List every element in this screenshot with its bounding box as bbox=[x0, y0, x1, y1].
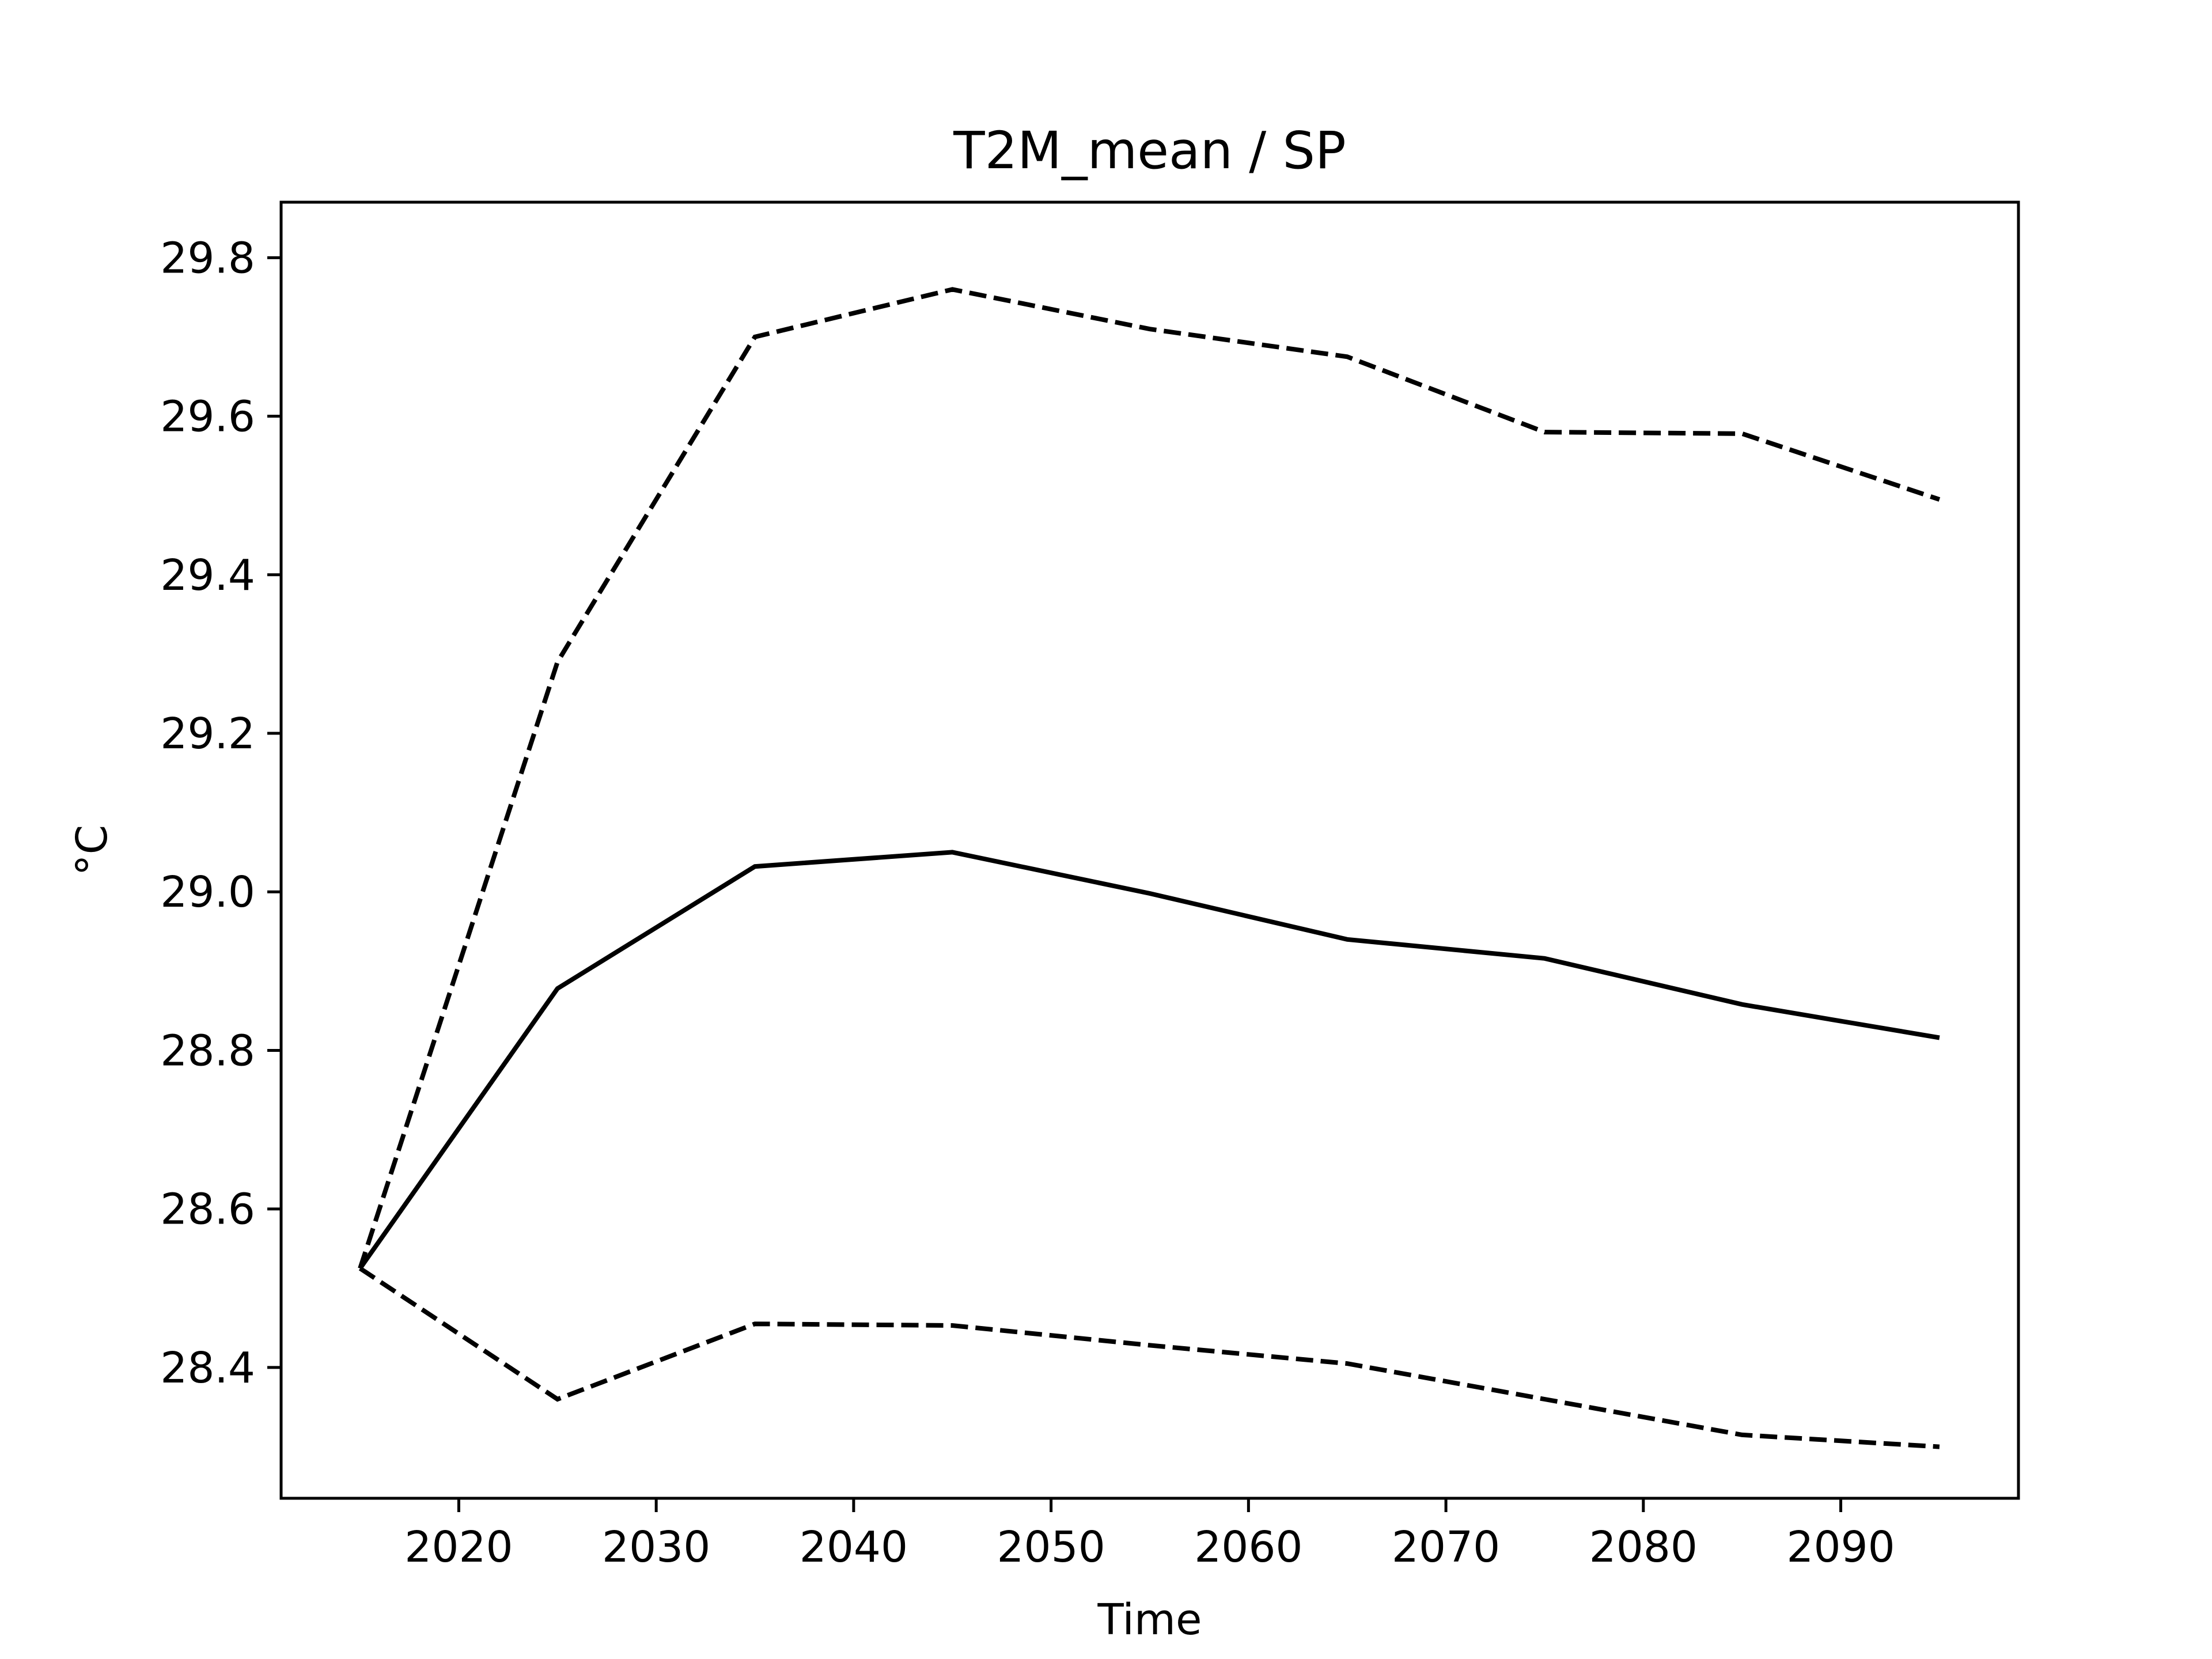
series-layer bbox=[358, 287, 1941, 1449]
x-tick-label: 2060 bbox=[1194, 1522, 1302, 1572]
y-tick-label: 29.2 bbox=[160, 709, 255, 759]
lower-bound-line bbox=[358, 1266, 1940, 1449]
x-tick-label: 2050 bbox=[997, 1522, 1105, 1572]
mean-line bbox=[358, 850, 1940, 1270]
y-tick-label: 28.4 bbox=[160, 1343, 255, 1393]
x-axis-label: Time bbox=[1097, 1595, 1202, 1645]
chart-title: T2M_mean / SP bbox=[953, 120, 1346, 180]
x-tick-label: 2090 bbox=[1786, 1522, 1895, 1572]
x-tick-label: 2080 bbox=[1589, 1522, 1698, 1572]
x-axis-ticks: 2020 2030 2040 2050 2060 2070 2080 2090 bbox=[404, 1498, 1895, 1572]
y-tick-label: 28.8 bbox=[160, 1026, 255, 1075]
plot-frame bbox=[279, 200, 2020, 1500]
x-tick-label: 2040 bbox=[800, 1522, 908, 1572]
y-tick-label: 28.6 bbox=[160, 1185, 255, 1234]
x-tick-label: 2020 bbox=[404, 1522, 513, 1572]
y-tick-label: 29.4 bbox=[160, 551, 255, 600]
y-axis-ticks: 28.4 28.6 28.8 29.0 29.2 29.4 29.6 29.8 bbox=[160, 233, 281, 1393]
y-tick-label: 29.0 bbox=[160, 868, 255, 917]
x-tick-label: 2070 bbox=[1392, 1522, 1500, 1572]
y-tick-label: 29.6 bbox=[160, 392, 255, 442]
y-tick-label: 29.8 bbox=[160, 233, 255, 283]
upper-bound-line bbox=[358, 287, 1941, 1270]
y-axis-label: °C bbox=[67, 825, 117, 876]
x-tick-label: 2030 bbox=[602, 1522, 710, 1572]
